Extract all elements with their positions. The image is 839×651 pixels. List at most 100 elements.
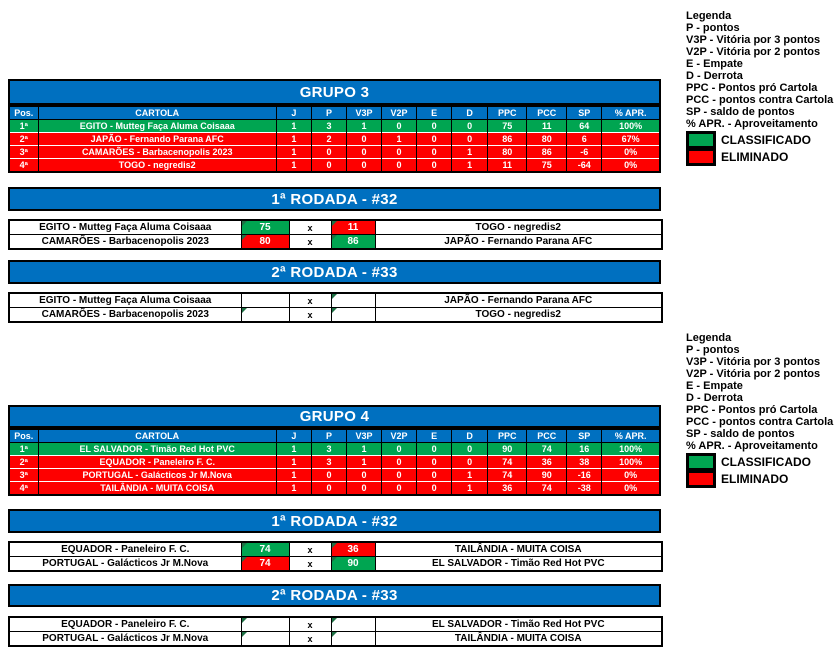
standings-p-cell[interactable]: 3 bbox=[310, 442, 347, 456]
standings-sp-cell[interactable]: 16 bbox=[566, 442, 602, 456]
column-header[interactable]: Pos. bbox=[8, 429, 39, 443]
standings-d-cell[interactable]: 1 bbox=[451, 468, 488, 482]
standings-cartola-cell[interactable]: TAILÂNDIA - MUITA COISA bbox=[37, 481, 277, 495]
column-header[interactable]: D bbox=[451, 429, 488, 443]
column-header[interactable]: P bbox=[310, 106, 347, 120]
column-header[interactable]: P bbox=[310, 429, 347, 443]
home-team-cell[interactable]: CAMARÕES - Barbacenopolis 2023 bbox=[8, 234, 242, 250]
standings-ppc-cell[interactable]: 86 bbox=[487, 132, 527, 146]
column-header[interactable]: SP bbox=[566, 429, 602, 443]
column-header[interactable]: % APR. bbox=[601, 106, 660, 120]
standings-j-cell[interactable]: 1 bbox=[275, 455, 312, 469]
standings-j-cell[interactable]: 1 bbox=[275, 468, 312, 482]
standings-apr-cell[interactable]: 100% bbox=[601, 119, 660, 133]
standings-v2p-cell[interactable]: 0 bbox=[381, 145, 417, 159]
standings-pcc-cell[interactable]: 74 bbox=[526, 481, 567, 495]
standings-d-cell[interactable]: 0 bbox=[451, 442, 488, 456]
column-header[interactable]: D bbox=[451, 106, 488, 120]
score-separator[interactable]: x bbox=[288, 631, 332, 647]
column-header[interactable]: SP bbox=[566, 106, 602, 120]
standings-cartola-cell[interactable]: JAPÃO - Fernando Parana AFC bbox=[37, 132, 277, 146]
home-score-cell[interactable] bbox=[240, 307, 290, 323]
standings-apr-cell[interactable]: 100% bbox=[601, 442, 660, 456]
column-header[interactable]: PPC bbox=[487, 106, 527, 120]
standings-ppc-cell[interactable]: 74 bbox=[487, 455, 527, 469]
column-header[interactable]: PCC bbox=[526, 106, 567, 120]
standings-v2p-cell[interactable]: 0 bbox=[381, 481, 417, 495]
score-separator[interactable]: x bbox=[288, 541, 332, 557]
column-header[interactable]: J bbox=[275, 429, 312, 443]
standings-apr-cell[interactable]: 67% bbox=[601, 132, 660, 146]
column-header[interactable]: J bbox=[275, 106, 312, 120]
away-team-cell[interactable]: EL SALVADOR - Timão Red Hot PVC bbox=[374, 616, 663, 632]
column-header[interactable]: CARTOLA bbox=[37, 106, 277, 120]
home-score-cell[interactable] bbox=[240, 631, 290, 647]
home-team-cell[interactable]: EGITO - Mutteg Faça Aluma Coisaaa bbox=[8, 292, 242, 308]
standings-pos-cell[interactable]: 3ª bbox=[8, 145, 39, 159]
standings-cartola-cell[interactable]: EL SALVADOR - Timão Red Hot PVC bbox=[37, 442, 277, 456]
standings-pcc-cell[interactable]: 11 bbox=[526, 119, 567, 133]
standings-v3p-cell[interactable]: 1 bbox=[345, 455, 382, 469]
standings-e-cell[interactable]: 0 bbox=[416, 481, 452, 495]
standings-apr-cell[interactable]: 0% bbox=[601, 158, 660, 172]
score-separator[interactable]: x bbox=[288, 292, 332, 308]
standings-cartola-cell[interactable]: EGITO - Mutteg Faça Aluma Coisaaa bbox=[37, 119, 277, 133]
standings-j-cell[interactable]: 1 bbox=[275, 158, 312, 172]
home-team-cell[interactable]: CAMARÕES - Barbacenopolis 2023 bbox=[8, 307, 242, 323]
standings-pcc-cell[interactable]: 90 bbox=[526, 468, 567, 482]
group4-banner[interactable]: GRUPO 4 bbox=[8, 405, 661, 428]
standings-v2p-cell[interactable]: 1 bbox=[381, 132, 417, 146]
away-score-cell[interactable] bbox=[330, 631, 376, 647]
standings-e-cell[interactable]: 0 bbox=[416, 468, 452, 482]
away-team-cell[interactable]: EL SALVADOR - Timão Red Hot PVC bbox=[374, 556, 663, 572]
standings-p-cell[interactable]: 3 bbox=[310, 455, 347, 469]
standings-j-cell[interactable]: 1 bbox=[275, 481, 312, 495]
standings-p-cell[interactable]: 3 bbox=[310, 119, 347, 133]
standings-j-cell[interactable]: 1 bbox=[275, 119, 312, 133]
standings-d-cell[interactable]: 1 bbox=[451, 145, 488, 159]
score-separator[interactable]: x bbox=[288, 556, 332, 572]
standings-e-cell[interactable]: 0 bbox=[416, 455, 452, 469]
away-team-cell[interactable]: TOGO - negredis2 bbox=[374, 219, 663, 235]
column-header[interactable]: E bbox=[416, 106, 452, 120]
score-separator[interactable]: x bbox=[288, 234, 332, 250]
away-team-cell[interactable]: TOGO - negredis2 bbox=[374, 307, 663, 323]
standings-v3p-cell[interactable]: 1 bbox=[345, 119, 382, 133]
standings-e-cell[interactable]: 0 bbox=[416, 119, 452, 133]
standings-e-cell[interactable]: 0 bbox=[416, 442, 452, 456]
standings-sp-cell[interactable]: 6 bbox=[566, 132, 602, 146]
column-header[interactable]: V3P bbox=[345, 106, 382, 120]
standings-v3p-cell[interactable]: 0 bbox=[345, 132, 382, 146]
home-team-cell[interactable]: EQUADOR - Paneleiro F. C. bbox=[8, 541, 242, 557]
standings-j-cell[interactable]: 1 bbox=[275, 132, 312, 146]
standings-pos-cell[interactable]: 2ª bbox=[8, 132, 39, 146]
standings-p-cell[interactable]: 0 bbox=[310, 158, 347, 172]
score-separator[interactable]: x bbox=[288, 219, 332, 235]
standings-apr-cell[interactable]: 100% bbox=[601, 455, 660, 469]
group3-round2-banner[interactable]: 2ª RODADA - #33 bbox=[8, 260, 661, 284]
standings-ppc-cell[interactable]: 90 bbox=[487, 442, 527, 456]
column-header[interactable]: V3P bbox=[345, 429, 382, 443]
standings-sp-cell[interactable]: -64 bbox=[566, 158, 602, 172]
away-team-cell[interactable]: TAILÂNDIA - MUITA COISA bbox=[374, 631, 663, 647]
standings-pos-cell[interactable]: 3ª bbox=[8, 468, 39, 482]
away-score-cell[interactable]: 11 bbox=[330, 219, 376, 235]
standings-sp-cell[interactable]: 64 bbox=[566, 119, 602, 133]
standings-ppc-cell[interactable]: 80 bbox=[487, 145, 527, 159]
group3-banner[interactable]: GRUPO 3 bbox=[8, 79, 661, 105]
group4-round2-banner[interactable]: 2ª RODADA - #33 bbox=[8, 584, 661, 607]
home-score-cell[interactable]: 74 bbox=[240, 556, 290, 572]
standings-v2p-cell[interactable]: 0 bbox=[381, 442, 417, 456]
away-score-cell[interactable]: 86 bbox=[330, 234, 376, 250]
standings-p-cell[interactable]: 0 bbox=[310, 481, 347, 495]
standings-pcc-cell[interactable]: 75 bbox=[526, 158, 567, 172]
standings-p-cell[interactable]: 2 bbox=[310, 132, 347, 146]
standings-cartola-cell[interactable]: TOGO - negredis2 bbox=[37, 158, 277, 172]
standings-v2p-cell[interactable]: 0 bbox=[381, 158, 417, 172]
standings-j-cell[interactable]: 1 bbox=[275, 145, 312, 159]
score-separator[interactable]: x bbox=[288, 616, 332, 632]
column-header[interactable]: CARTOLA bbox=[37, 429, 277, 443]
standings-e-cell[interactable]: 0 bbox=[416, 132, 452, 146]
column-header[interactable]: Pos. bbox=[8, 106, 39, 120]
column-header[interactable]: PPC bbox=[487, 429, 527, 443]
